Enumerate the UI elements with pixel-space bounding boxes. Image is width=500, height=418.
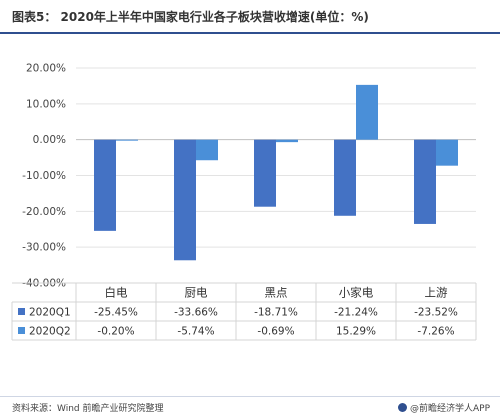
bar-chart: 20.00%10.00%0.00%-10.00%-20.00%-30.00%-4… [11, 63, 477, 341]
bar-2020Q2 [436, 139, 458, 166]
bar-2020Q1 [174, 139, 196, 261]
y-tick-label: 20.00% [26, 63, 66, 75]
data-label: -18.71% [254, 307, 298, 319]
data-label: -25.45% [94, 307, 138, 319]
legend-label: 2020Q1 [29, 307, 71, 319]
data-label: -21.24% [334, 307, 378, 319]
chart-title: 图表5： 2020年上半年中国家电行业各子板块营收增速(单位：%) [12, 10, 369, 24]
data-label: -7.26% [417, 326, 454, 338]
data-label: -23.52% [414, 307, 458, 319]
legend-label: 2020Q2 [29, 326, 71, 338]
category-label: 上游 [425, 286, 448, 300]
data-label: -0.20% [97, 326, 134, 338]
bar-2020Q1 [94, 139, 116, 231]
brand-credit: @前瞻经济学人APP [397, 401, 490, 414]
brand-logo-icon [397, 403, 407, 412]
legend-swatch [18, 308, 25, 315]
category-label: 小家电 [339, 286, 374, 300]
y-tick-label: 10.00% [26, 98, 66, 110]
source-note: 资料来源：Wind 前瞻产业研究院整理 [12, 404, 164, 414]
data-label: -0.69% [257, 326, 294, 338]
y-tick-label: -30.00% [22, 242, 66, 254]
y-tick-label: -10.00% [22, 170, 66, 182]
data-label: -5.74% [177, 326, 214, 338]
title-bar: 图表5： 2020年上半年中国家电行业各子板块营收增速(单位：%) [0, 0, 500, 34]
legend-swatch [18, 327, 25, 334]
y-tick-label: -20.00% [22, 206, 66, 218]
y-tick-label: 0.00% [33, 134, 66, 146]
data-label: 15.29% [336, 326, 376, 338]
bar-2020Q1 [414, 139, 436, 224]
bar-2020Q1 [334, 139, 356, 216]
bar-2020Q2 [116, 139, 138, 141]
bar-2020Q1 [254, 139, 276, 207]
footer: 资料来源：Wind 前瞻产业研究院整理 @前瞻经济学人APP [0, 396, 500, 418]
category-label: 黑点 [265, 286, 288, 300]
data-label: -33.66% [174, 307, 218, 319]
category-label: 白电 [105, 286, 128, 300]
bar-2020Q2 [356, 84, 378, 140]
title-underline [0, 32, 500, 34]
bar-2020Q2 [276, 139, 298, 143]
bar-2020Q2 [196, 139, 218, 161]
footer-divider [0, 396, 500, 397]
category-label: 厨电 [185, 286, 208, 300]
brand-text: @前瞻经济学人APP [409, 404, 490, 414]
